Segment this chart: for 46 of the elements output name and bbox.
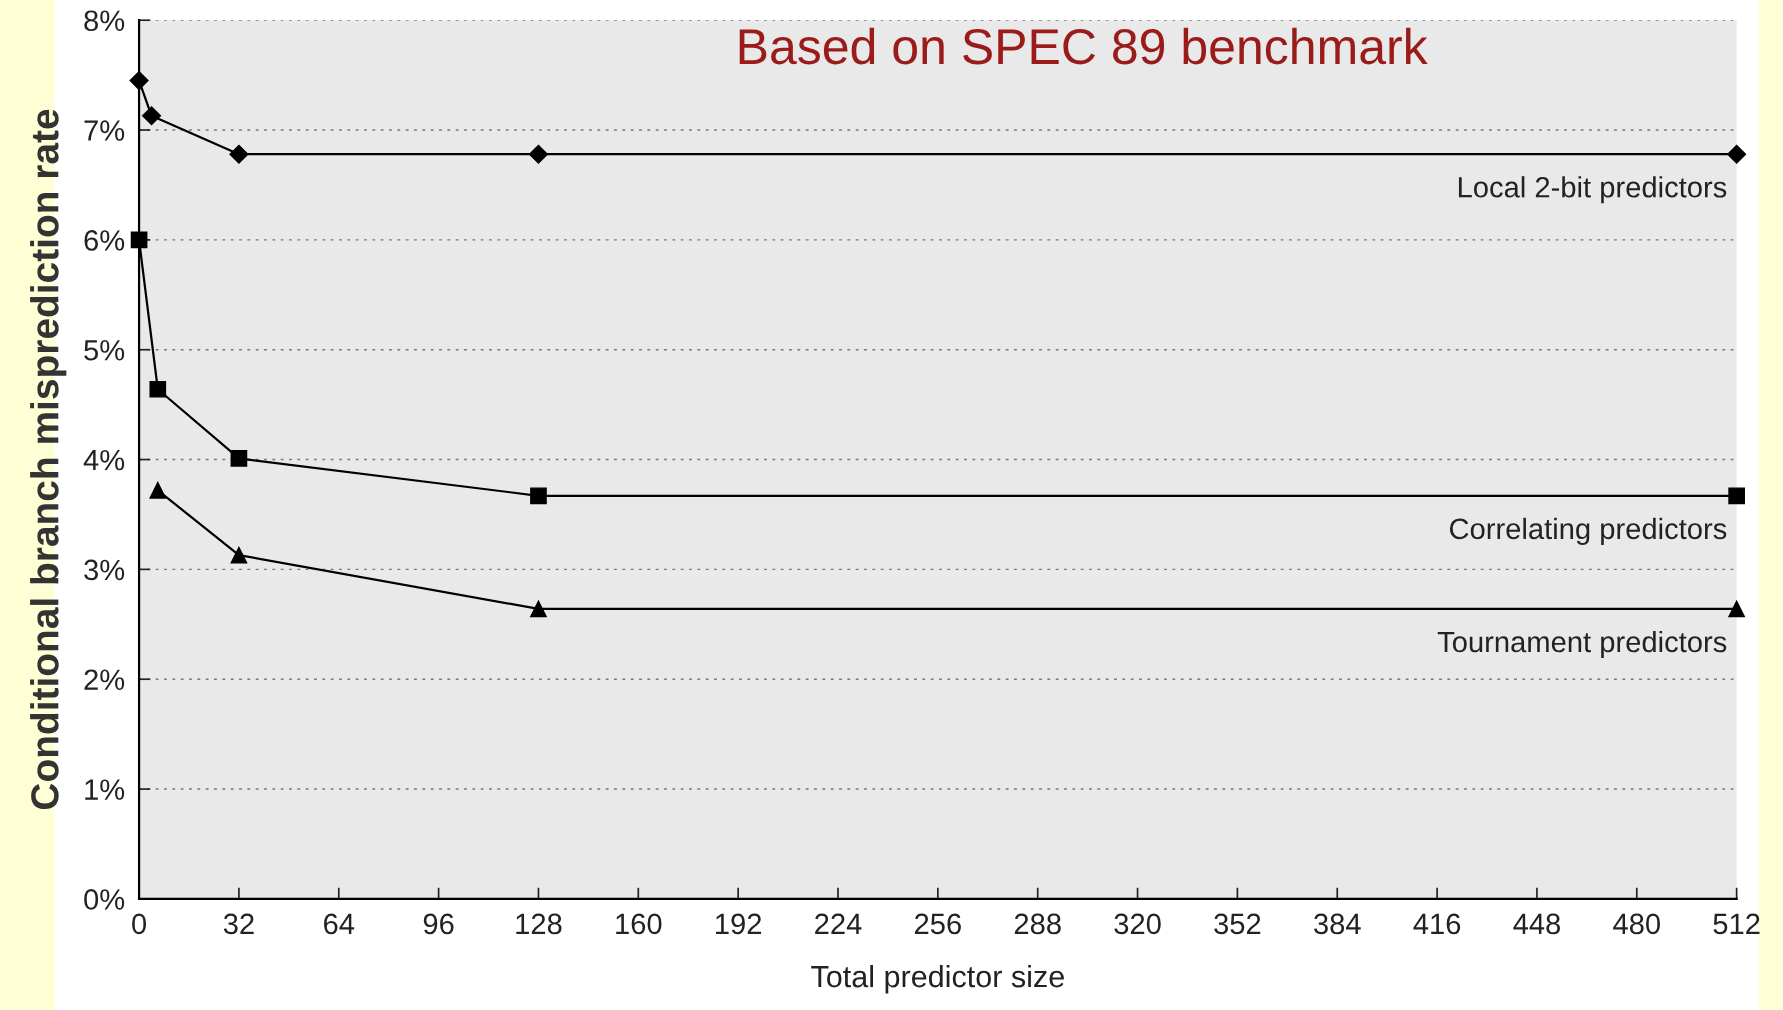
- point: [142, 106, 162, 126]
- series-label: Local 2-bit predictors: [1458, 176, 1727, 204]
- x-tick-label: 288: [1014, 913, 1061, 935]
- point: [530, 487, 547, 505]
- y-tick-label: 3%: [84, 559, 125, 581]
- x-tick-label: 352: [1214, 913, 1261, 935]
- x-tick-label: 224: [815, 913, 862, 934]
- x-tick-label: 256: [915, 913, 961, 935]
- y-tick-label: 5%: [84, 340, 125, 361]
- series-label: Tournament predictors: [1437, 630, 1727, 659]
- y-tick-label: 4%: [83, 449, 125, 471]
- x-tick-label: 416: [1413, 913, 1461, 935]
- x-tick-label: 384: [1314, 913, 1361, 935]
- y-axis-title: Conditional branch misprediction rate: [30, 109, 67, 810]
- x-tick-label: 480: [1613, 913, 1660, 935]
- y-tick-label: 1%: [85, 779, 125, 800]
- x-tick-label: 128: [516, 913, 562, 935]
- x-tick-label: 160: [616, 913, 662, 935]
- point: [129, 71, 149, 91]
- series-label: Correlating predictors: [1449, 517, 1727, 545]
- x-tick-label: 96: [423, 913, 454, 935]
- point: [1728, 600, 1745, 618]
- point: [229, 144, 249, 164]
- point: [149, 380, 167, 398]
- x-tick-label: 64: [324, 913, 355, 935]
- x-tick-label: 32: [223, 913, 254, 935]
- point: [530, 600, 547, 618]
- y-tick-label: 7%: [84, 120, 125, 141]
- x-axis-title: Total predictor size: [811, 964, 1064, 994]
- x-tick-label: 320: [1114, 913, 1161, 935]
- y-tick-label: 6%: [84, 230, 125, 251]
- annotation: Based on SPEC 89 benchmark: [739, 27, 1428, 65]
- x-tick-label: 512: [1713, 913, 1760, 935]
- point: [528, 144, 549, 164]
- point: [230, 450, 248, 467]
- y-tick-label: 2%: [84, 669, 125, 690]
- point: [230, 546, 248, 564]
- point: [149, 481, 167, 499]
- y-tick-label: 0%: [84, 889, 125, 910]
- point: [130, 231, 148, 249]
- point: [1728, 487, 1745, 505]
- y-tick-label: 8%: [84, 10, 125, 32]
- point: [1727, 144, 1747, 164]
- x-tick-label: 192: [716, 913, 762, 935]
- x-tick-label: 0: [132, 913, 147, 935]
- x-tick-label: 448: [1513, 913, 1561, 935]
